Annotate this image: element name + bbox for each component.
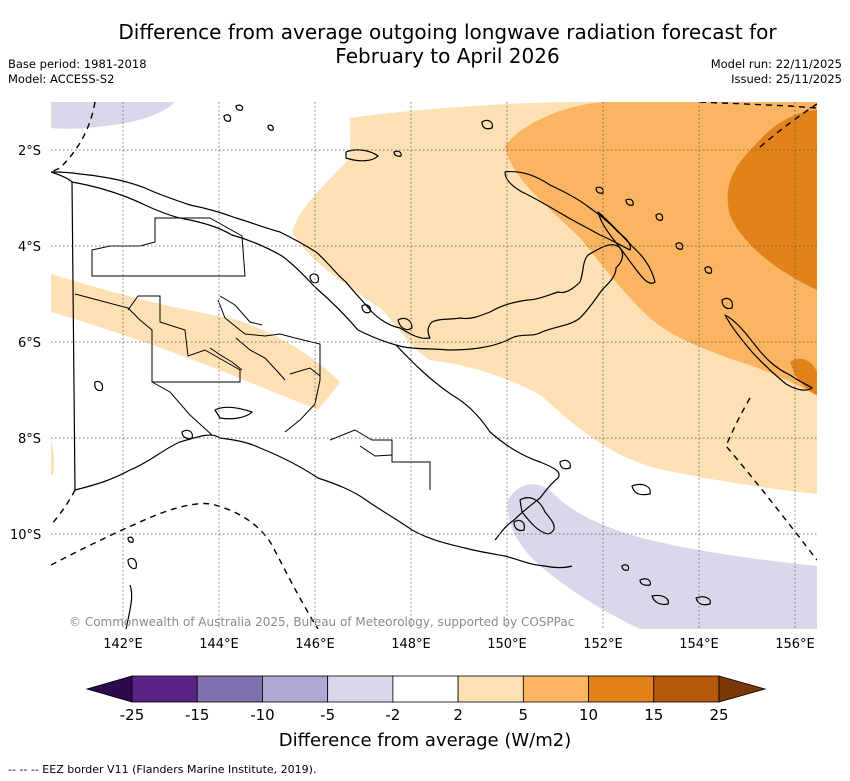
- lon-label-144e: 144°E: [199, 637, 239, 652]
- island-trobriand: [559, 459, 571, 470]
- island-woodlark: [631, 483, 651, 496]
- island-north-6: [595, 186, 604, 194]
- papuan-peninsula-north-coast: [395, 344, 560, 541]
- colorbar-tick-label: -15: [185, 706, 210, 724]
- colorbar-title: Difference from average (W/m2): [278, 730, 572, 751]
- title-line-2: February to April 2026: [335, 44, 560, 68]
- colorbar-tick-label: -25: [120, 706, 145, 724]
- colorbar-cell: [653, 675, 720, 703]
- island-north-3: [235, 104, 244, 111]
- map-title: Difference from average outgoing longwav…: [80, 20, 815, 68]
- island-torres: [94, 380, 104, 392]
- island-north-4: [267, 124, 274, 131]
- island-north-2: [223, 114, 232, 122]
- base-period: Base period: 1981-2018: [8, 57, 147, 71]
- island-feni: [704, 266, 713, 274]
- metadata-left: Base period: 1981-2018 Model: ACCESS-S2: [8, 57, 147, 87]
- island-york: [127, 557, 137, 570]
- colorbar-cell: [392, 675, 459, 703]
- new-britain-coastline: [504, 170, 631, 251]
- island-whitsun: [621, 564, 630, 571]
- cape-york-peninsula: [125, 584, 133, 629]
- island-tagula: [651, 594, 669, 606]
- island-long: [397, 317, 413, 331]
- anomaly-region-negative-northwest: [51, 102, 175, 129]
- colorbar-tick-label: -2: [385, 706, 400, 724]
- lon-label-142e: 142°E: [103, 637, 143, 652]
- eez-legend: -- -- -- EEZ border V11 (Flanders Marine…: [8, 763, 317, 776]
- bougainville-coastline: [724, 314, 813, 391]
- colorbar-cell: [522, 675, 589, 703]
- island-buka: [721, 297, 733, 310]
- copyright-notice: © Commonwealth of Australia 2025, Bureau…: [69, 615, 574, 629]
- lon-label-152e: 152°E: [583, 637, 623, 652]
- new-ireland-coastline: [597, 211, 656, 284]
- colorbar-cell: [131, 675, 198, 703]
- colorbar-tick-label: 15: [644, 706, 663, 724]
- island-north-7: [625, 198, 634, 206]
- coastlines: [51, 104, 813, 629]
- anomaly-patch-positive-southeast: [790, 358, 817, 395]
- title-line-1: Difference from average outgoing longwav…: [118, 20, 777, 44]
- longitude-labels: 142°E 144°E 146°E 148°E 150°E 152°E 154°…: [103, 637, 815, 652]
- colorbar-cell: [196, 675, 263, 703]
- latitude-labels: 2°S 4°S 6°S 8°S 10°S: [10, 144, 41, 543]
- island-dentrecasteaux: [519, 497, 555, 535]
- province-boundaries: [74, 217, 431, 490]
- map-plot-area: © Commonwealth of Australia 2025, Bureau…: [51, 102, 817, 629]
- model-name: Model: ACCESS-S2: [8, 72, 115, 86]
- colorbar: -25 -15 -10 -5 -2 2 5 10 15 25: [85, 675, 767, 724]
- colorbar-tick-label: 25: [709, 706, 728, 724]
- lat-label-4s: 4°S: [18, 240, 41, 255]
- island-north-5: [393, 150, 402, 157]
- colorbar-tick-label: -5: [320, 706, 335, 724]
- island-fly-delta: [214, 406, 253, 420]
- eez-borders: [51, 102, 817, 629]
- island-lihir: [675, 242, 684, 250]
- colorbar-tick-label: -10: [250, 706, 275, 724]
- lat-label-2s: 2°S: [18, 144, 41, 159]
- island-rossel: [695, 596, 711, 606]
- eez-border-northeast: [759, 103, 817, 148]
- island-north-1: [481, 119, 493, 130]
- lon-label-150e: 150°E: [487, 637, 527, 652]
- island-misima: [639, 578, 651, 586]
- lon-label-156e: 156°E: [775, 637, 815, 652]
- eez-border-west: [51, 489, 76, 526]
- anomaly-sliver-positive-southwest: [51, 440, 55, 476]
- lat-label-10s: 10°S: [10, 528, 41, 543]
- lon-label-148e: 148°E: [391, 637, 431, 652]
- colorbar-cell: [588, 675, 655, 703]
- island-torres-2: [127, 536, 134, 543]
- colorbar-tick-label: 10: [579, 706, 598, 724]
- island-goodenough: [513, 519, 525, 532]
- lon-label-146e: 146°E: [295, 637, 335, 652]
- colorbar-tick-label: 2: [453, 706, 463, 724]
- new-guinea-coastline: [51, 171, 624, 351]
- eez-border-north: [699, 102, 817, 109]
- lat-label-8s: 8°S: [18, 432, 41, 447]
- island-tabar: [655, 213, 664, 221]
- model-run: Model run: 22/11/2025: [710, 57, 842, 71]
- colorbar-extend-low: [85, 675, 133, 703]
- colorbar-tick-label: 5: [519, 706, 529, 724]
- colorbar-cell: [262, 675, 329, 703]
- colorbar-extend-high: [718, 675, 767, 703]
- eez-border-southeast: [725, 397, 817, 561]
- papuan-peninsula-south-coast: [71, 181, 573, 569]
- colorbar-cell: [457, 675, 524, 703]
- metadata-right: Model run: 22/11/2025 Issued: 25/11/2025: [711, 57, 842, 87]
- island-umboi: [361, 304, 371, 314]
- lon-label-154e: 154°E: [679, 637, 719, 652]
- lat-label-6s: 6°S: [18, 336, 41, 351]
- anomaly-region-negative-southeast: [507, 484, 817, 629]
- colorbar-cell: [327, 675, 394, 703]
- eez-border-south: [51, 502, 319, 629]
- island-karkar: [309, 273, 319, 284]
- issued-date: Issued: 25/11/2025: [731, 72, 842, 86]
